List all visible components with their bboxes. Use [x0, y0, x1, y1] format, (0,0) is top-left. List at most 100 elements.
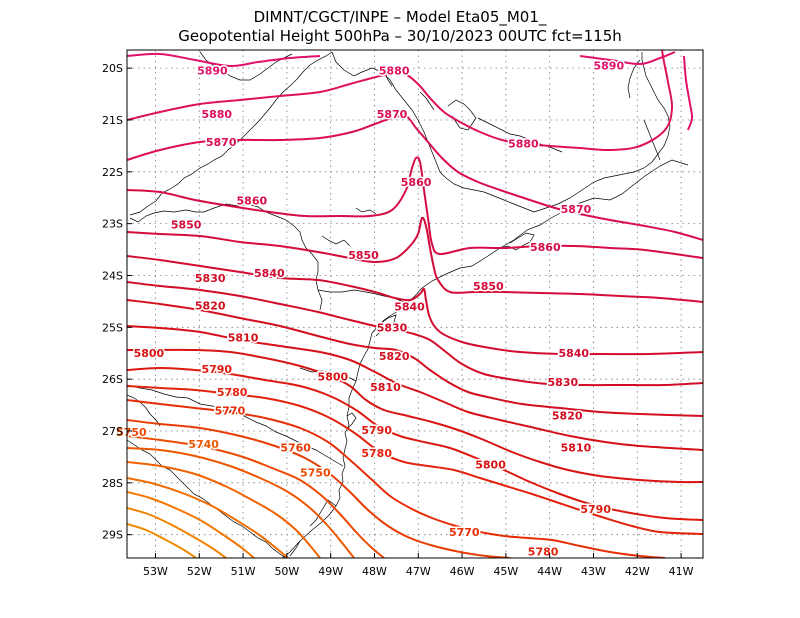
- isohypse-5880: [127, 50, 674, 152]
- lon-tick-label: 53W: [143, 565, 168, 578]
- contour-label: 5860: [237, 194, 268, 207]
- isohypse-5760: [127, 419, 511, 558]
- reservoir-3: [419, 91, 435, 111]
- sc-rs-border: [127, 384, 344, 467]
- isohypse-5850: [127, 216, 703, 303]
- isohypse-5820: [127, 299, 703, 417]
- contour-label: 5770: [449, 526, 480, 539]
- contour-label: 5820: [195, 300, 226, 313]
- contour-label: 5870: [206, 136, 237, 149]
- lon-tick-label: 50W: [274, 565, 299, 578]
- isohypse-5720: [127, 477, 289, 558]
- contour-label: 5800: [134, 347, 165, 360]
- isohypse-5690: [127, 523, 197, 558]
- contour-label: 5850: [348, 249, 379, 262]
- contour-label: 5780: [217, 386, 248, 399]
- contour-label: 5790: [201, 363, 232, 376]
- pr-sc-border: [299, 367, 357, 382]
- contour-label: 5890: [197, 65, 228, 78]
- isohypse-5800: [127, 348, 703, 484]
- argentina-misiones: [127, 394, 161, 427]
- florianopolis-island: [346, 412, 357, 429]
- lat-tick-label: 23S: [102, 218, 123, 231]
- lat-tick-label: 29S: [102, 529, 123, 542]
- bahia-border: [627, 59, 641, 99]
- ms-sp-border: [129, 203, 323, 311]
- contour-label: 5880: [201, 108, 232, 121]
- map-title-line2: Geopotential Height 500hPa – 30/10/2023 …: [178, 27, 622, 45]
- isohypse-5770: [127, 399, 666, 558]
- lat-tick-label: 25S: [102, 321, 123, 334]
- lon-tick-label: 51W: [231, 565, 256, 578]
- isohypse-5860: [127, 156, 703, 259]
- isohypse-5750: [127, 435, 385, 558]
- lon-tick-label: 49W: [318, 565, 343, 578]
- contour-label: 5830: [548, 376, 579, 389]
- contour-label: 5800: [318, 371, 349, 384]
- contour-label: 5840: [254, 267, 285, 280]
- reservoir-5: [355, 207, 377, 215]
- contour-label: 5790: [361, 424, 392, 437]
- contour-label: 5890: [594, 60, 625, 73]
- contour-label: 5840: [394, 301, 425, 314]
- contour-label: 5810: [561, 442, 592, 455]
- contour-label: 5880: [508, 137, 539, 150]
- contour-label: 5830: [195, 272, 226, 285]
- reservoir-6: [257, 267, 273, 273]
- lon-tick-label: 45W: [493, 565, 518, 578]
- axis-ticks: 53W 52W 51W 50W 49W 48W 47W 46W 45W 44W 43W 42W 41W 2…: [102, 62, 694, 578]
- contour-label: 5790: [580, 503, 611, 516]
- atlantic-coastline: [281, 159, 689, 558]
- contour-label: 5770: [215, 404, 246, 417]
- lon-tick-label: 48W: [362, 565, 387, 578]
- lon-tick-label: 46W: [450, 565, 475, 578]
- isohypse-labels: 5890 5890 5880 5880 5880 5870 5870 5870 5860 5860…: [115, 58, 626, 560]
- isohypse-5830: [127, 281, 703, 387]
- reservoir-4: [321, 235, 351, 247]
- sp-mg-border: [331, 51, 535, 213]
- contour-label: 5860: [401, 176, 432, 189]
- contour-label: 5820: [379, 350, 410, 363]
- contour-label: 5750: [300, 466, 331, 479]
- lon-tick-label: 43W: [581, 565, 606, 578]
- lon-tick-label: 47W: [406, 565, 431, 578]
- isohypse-lines: [127, 50, 703, 558]
- contour-label: 5810: [370, 381, 401, 394]
- contour-label: 5860: [530, 241, 561, 254]
- contour-label: 5780: [361, 447, 392, 460]
- isohypse-5780: [127, 385, 703, 535]
- lat-tick-label: 21S: [102, 114, 123, 127]
- map-title-line1: DIMNT/CGCT/INPE – Model Eta05_M01_: [254, 8, 547, 27]
- isohypse-5870: [127, 114, 703, 241]
- contour-label: 5740: [188, 438, 219, 451]
- contour-label: 5870: [377, 108, 408, 121]
- lon-tick-label: 41W: [669, 565, 694, 578]
- contour-label: 5870: [561, 203, 592, 216]
- lon-tick-label: 42W: [625, 565, 650, 578]
- isohypse-5740: [127, 447, 355, 558]
- contour-label: 5850: [473, 280, 504, 293]
- isohypse-5700: [127, 507, 227, 558]
- contour-label: 5810: [228, 332, 259, 345]
- map-frame: [126, 49, 704, 559]
- contour-label: 5800: [475, 459, 506, 472]
- lagoa-dos-patos-region: [309, 499, 337, 527]
- contour-label: 5760: [280, 442, 311, 455]
- lat-tick-label: 26S: [102, 373, 123, 386]
- contour-label: 5820: [552, 409, 583, 422]
- contour-label: 5850: [171, 219, 202, 232]
- contour-label: 5830: [377, 321, 408, 334]
- lat-tick-label: 24S: [102, 269, 123, 282]
- lat-tick-label: 20S: [102, 62, 123, 75]
- contour-label: 5750: [116, 426, 147, 439]
- lon-tick-label: 44W: [537, 565, 562, 578]
- graticule: [127, 50, 703, 558]
- reservoir-2: [379, 65, 393, 87]
- contour-label: 5780: [528, 545, 559, 558]
- isohypse-5890: [579, 51, 676, 66]
- isohypse-5790: [127, 366, 703, 521]
- furnas-reservoir: [447, 99, 477, 131]
- isohypse-5810: [127, 325, 703, 451]
- contour-label: 5880: [379, 65, 410, 78]
